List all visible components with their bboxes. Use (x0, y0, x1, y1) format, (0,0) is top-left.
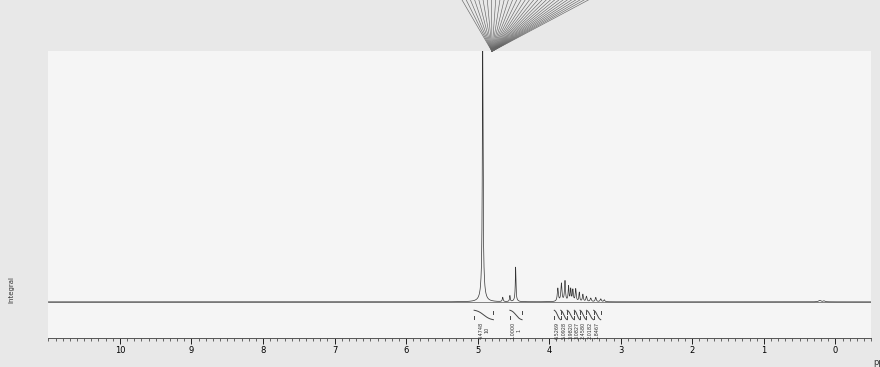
Text: 3.0827: 3.0827 (575, 321, 580, 339)
Text: 1.0000
1: 1.0000 1 (510, 321, 521, 339)
Text: 2.4580: 2.4580 (581, 321, 586, 339)
Text: Integral: Integral (9, 276, 14, 303)
Text: 4.4748
10: 4.4748 10 (479, 321, 489, 339)
Text: ppm: ppm (874, 358, 880, 367)
Text: 5.0928: 5.0928 (561, 321, 567, 339)
Text: 2: 2 (50, 0, 56, 1)
Text: 3.9820: 3.9820 (568, 321, 573, 339)
Text: 1.8467: 1.8467 (595, 321, 599, 339)
Text: 2.0182: 2.0182 (588, 321, 592, 339)
Text: 6.5269: 6.5269 (555, 321, 560, 339)
